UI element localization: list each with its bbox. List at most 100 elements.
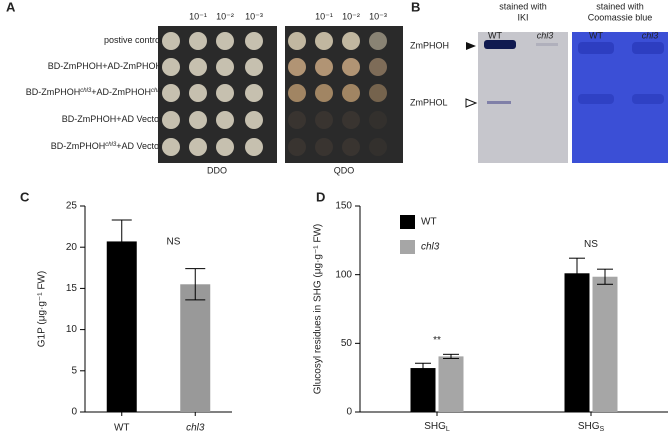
yeast-spot (315, 58, 333, 76)
dilution-label: 10⁻¹ (189, 11, 207, 21)
y-tick-label: 5 (71, 365, 77, 376)
yeast-spot (288, 58, 306, 76)
row-label: postive control (104, 35, 162, 45)
x-tick-label: chl3 (186, 423, 205, 434)
coomassie-band (632, 94, 664, 104)
yeast-spot (245, 32, 263, 50)
dilution-label: 10⁻² (342, 11, 360, 21)
label-part: BD-ZmPHOH+AD Vector (62, 114, 162, 124)
dilution-label: 10⁻³ (369, 11, 387, 21)
band-label: ZmPHOL (410, 97, 448, 107)
plate-label: DDO (207, 165, 227, 175)
y-axis-title: G1P (μg·g⁻¹ FW) (37, 271, 48, 347)
legend-label: chl3 (421, 242, 440, 253)
yeast-spot (216, 32, 234, 50)
stain-label: stained with (499, 1, 547, 11)
coomassie-band (632, 42, 664, 54)
yeast-spot (189, 138, 207, 156)
x-tick-label: SHGL (424, 421, 450, 434)
stain-label: Coomassie blue (588, 12, 653, 22)
label-part: +AD Vector (116, 141, 162, 151)
label-part: chl3 (151, 88, 163, 94)
plate-label: QDO (334, 165, 355, 175)
panel-label: A (6, 0, 16, 14)
dilution-label: 10⁻² (216, 11, 234, 21)
bar (438, 356, 464, 412)
yeast-spot (189, 84, 207, 102)
row-label: BD-ZmPHOHchl3+AD-ZmPHOHchl3 (26, 87, 163, 97)
yeast-spot (245, 111, 263, 129)
bar (180, 284, 211, 412)
arrow (466, 42, 476, 50)
yeast-spot (342, 84, 360, 102)
yeast-spot (369, 111, 387, 129)
yeast-spot (342, 32, 360, 50)
zmphol-band (487, 101, 511, 104)
yeast-spot (162, 138, 180, 156)
yeast-spot (342, 111, 360, 129)
y-axis-title: Glucosyl residues in SHG (μg·g⁻¹ FW) (313, 224, 324, 395)
label-part: chl3 (105, 142, 117, 148)
yeast-spot (162, 32, 180, 50)
yeast-spot (369, 58, 387, 76)
category-subscript: L (446, 426, 450, 433)
yeast-spot (216, 138, 234, 156)
bar (564, 273, 590, 412)
label-part: chl3 (80, 88, 92, 94)
legend-swatch (400, 240, 415, 254)
yeast-spot (189, 32, 207, 50)
label-part: BD-ZmPHOH (51, 141, 106, 151)
yeast-spot (288, 84, 306, 102)
legend-label: WT (421, 217, 437, 228)
label-part: BD-ZmPHOH+AD-ZmPHOH (48, 61, 162, 71)
yeast-spot (216, 84, 234, 102)
yeast-spot (315, 111, 333, 129)
panel-label: D (316, 189, 325, 204)
row-label: BD-ZmPHOH+AD Vector (62, 114, 162, 124)
dilution-label: 10⁻¹ (315, 11, 333, 21)
row-label: BD-ZmPHOH+AD-ZmPHOH (48, 61, 162, 71)
y-tick-label: 25 (66, 201, 78, 212)
yeast-spot (245, 84, 263, 102)
y-tick-label: 0 (71, 407, 77, 418)
yeast-spot (288, 138, 306, 156)
y-tick-label: 150 (335, 201, 352, 212)
label-part: +AD-ZmPHOH (91, 87, 151, 97)
yeast-spot (315, 84, 333, 102)
stain-label: IKI (517, 12, 528, 22)
lane-label: chl3 (642, 30, 659, 40)
yeast-spot (369, 138, 387, 156)
yeast-spot (342, 58, 360, 76)
label-part: postive control (104, 35, 162, 45)
bar (410, 368, 436, 412)
y-tick-label: 0 (346, 407, 352, 418)
chl3-band (536, 43, 558, 46)
x-tick-label: SHGS (578, 421, 605, 434)
yeast-spot (369, 84, 387, 102)
yeast-spot (245, 58, 263, 76)
yeast-spot (288, 111, 306, 129)
panel-label: C (20, 189, 30, 204)
category-text: SHG (578, 421, 600, 432)
zmphoh-band (484, 40, 516, 49)
y-tick-label: 100 (335, 269, 352, 280)
yeast-spot (162, 84, 180, 102)
annotation: ** (433, 335, 441, 346)
category-subscript: S (600, 426, 605, 433)
arrow (465, 98, 478, 108)
dilution-label: 10⁻³ (245, 11, 263, 21)
yeast-spot (216, 58, 234, 76)
yeast-spot (245, 138, 263, 156)
annotation: NS (584, 239, 598, 250)
bar (592, 276, 618, 412)
legend-swatch (400, 215, 415, 229)
panel-label: B (411, 0, 420, 14)
y-tick-label: 20 (66, 242, 78, 253)
stain-label: stained with (596, 1, 644, 11)
yeast-spot (342, 138, 360, 156)
yeast-spot (369, 32, 387, 50)
y-tick-label: 50 (341, 338, 353, 349)
annotation: NS (167, 237, 181, 248)
lane-label: WT (488, 30, 502, 40)
